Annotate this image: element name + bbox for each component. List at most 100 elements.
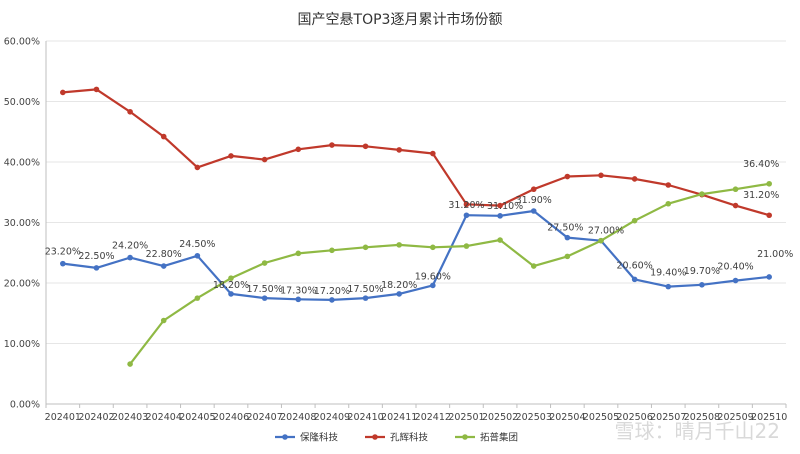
- x-tick-label: 202510: [751, 412, 787, 423]
- data-label: 17.50%: [347, 284, 383, 295]
- data-point: [261, 260, 268, 266]
- series-line: [129, 182, 770, 365]
- series-3: [127, 180, 772, 367]
- data-point: [732, 202, 739, 209]
- x-tick-label: 202509: [717, 412, 753, 423]
- x-tick-label: 202505: [583, 412, 619, 423]
- data-point: [362, 244, 369, 251]
- legend-label: 拓普集团: [480, 432, 518, 444]
- legend: 保隆科技 孔辉科技 拓普集团: [275, 432, 518, 444]
- data-point: [631, 176, 638, 182]
- data-point: [732, 186, 739, 193]
- data-point: [530, 186, 537, 193]
- data-point: [329, 297, 335, 303]
- data-point: [430, 244, 436, 251]
- grid-lines: [46, 40, 786, 405]
- data-label: 17.50%: [247, 284, 283, 295]
- data-label: 31.10%: [487, 201, 523, 212]
- y-tick-label: 20.00%: [4, 279, 40, 290]
- data-label: 19.40%: [650, 268, 686, 279]
- data-point: [261, 156, 268, 163]
- y-tick-label: 0.00%: [10, 400, 40, 411]
- data-point: [228, 275, 234, 281]
- data-point: [261, 295, 268, 301]
- data-label: 31.20%: [448, 200, 484, 211]
- data-point: [530, 208, 537, 214]
- data-point: [228, 291, 234, 297]
- data-point: [463, 212, 470, 219]
- series-2: [60, 86, 772, 219]
- x-tick-label: 202504: [549, 412, 585, 423]
- y-tick-label: 50.00%: [4, 97, 40, 108]
- x-axis: 2024012024022024032024042024052024062024…: [45, 404, 787, 423]
- data-point: [766, 180, 772, 187]
- data-point: [329, 142, 335, 148]
- data-point: [430, 282, 436, 289]
- x-tick-label: 202406: [213, 412, 249, 423]
- series-line: [62, 209, 770, 301]
- legend-label: 孔辉科技: [390, 432, 429, 444]
- legend-item: 拓普集团: [455, 432, 518, 444]
- data-point: [699, 282, 705, 288]
- data-point: [60, 89, 66, 96]
- data-label: 27.00%: [588, 226, 624, 237]
- data-label: 23.20%: [45, 247, 81, 258]
- x-tick-label: 202402: [78, 412, 114, 423]
- series-line: [62, 88, 770, 217]
- y-tick-label: 10.00%: [4, 339, 40, 350]
- data-label: 22.50%: [78, 251, 114, 262]
- data-label: 24.50%: [179, 239, 215, 250]
- x-tick-label: 202410: [347, 412, 383, 423]
- x-tick-label: 202403: [112, 412, 148, 423]
- data-point: [127, 254, 133, 261]
- data-label: 36.40%: [743, 159, 779, 170]
- data-point: [699, 191, 705, 197]
- y-tick-label: 30.00%: [4, 218, 40, 229]
- data-point: [362, 143, 369, 150]
- data-point: [430, 150, 436, 157]
- data-label: 19.60%: [415, 271, 451, 282]
- x-tick-label: 202404: [146, 412, 182, 423]
- data-point: [194, 164, 201, 171]
- data-point: [732, 277, 739, 284]
- x-tick-label: 202405: [179, 412, 215, 423]
- data-point: [631, 217, 638, 224]
- data-point: [295, 250, 302, 257]
- data-labels: 23.20%22.50%24.20%22.80%24.50%18.20%17.5…: [45, 159, 794, 297]
- data-point: [194, 252, 201, 259]
- data-point: [160, 133, 167, 140]
- data-point: [463, 201, 470, 208]
- data-point: [160, 317, 167, 324]
- data-label: 20.40%: [717, 262, 753, 273]
- x-tick-label: 202508: [684, 412, 720, 423]
- x-tick-label: 202501: [448, 412, 484, 423]
- x-tick-label: 202506: [617, 412, 653, 423]
- data-label: 31.90%: [516, 195, 552, 206]
- x-tick-label: 202412: [415, 412, 451, 423]
- y-tick-label: 60.00%: [4, 37, 40, 48]
- data-point: [564, 173, 571, 180]
- legend-item: 孔辉科技: [365, 432, 429, 444]
- data-point: [665, 200, 672, 207]
- data-point: [598, 237, 604, 244]
- data-point: [396, 242, 402, 248]
- x-tick-label: 202407: [247, 412, 283, 423]
- data-point: [497, 213, 503, 219]
- data-label: 22.80%: [146, 249, 182, 260]
- x-tick-label: 202507: [650, 412, 686, 423]
- data-point: [93, 86, 100, 93]
- data-point: [766, 274, 772, 280]
- watermark-text: 雪球：晴月千山22: [615, 419, 780, 443]
- data-point: [766, 212, 772, 219]
- legend-item: 保隆科技: [275, 432, 339, 444]
- series-1: [60, 208, 772, 303]
- x-tick-label: 202502: [482, 412, 518, 423]
- data-point: [194, 295, 201, 301]
- data-label: 18.20%: [213, 280, 249, 291]
- data-point: [127, 361, 133, 367]
- x-tick-label: 202503: [516, 412, 552, 423]
- data-label: 20.60%: [617, 260, 653, 271]
- data-point: [396, 147, 402, 153]
- legend-marker: [282, 434, 288, 440]
